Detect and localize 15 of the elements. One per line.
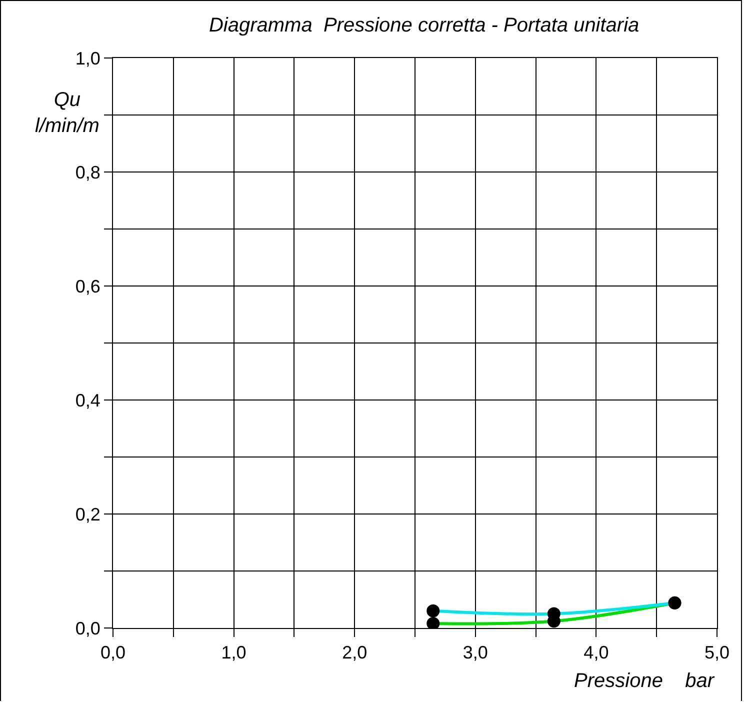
x-tick-label: 0,0 (100, 642, 126, 663)
x-tick-label: 2,0 (342, 642, 368, 663)
y-tick-label: 0,4 (75, 390, 100, 410)
x-tick-label: 1,0 (221, 642, 246, 663)
x-tick-label: 3,0 (462, 642, 488, 663)
y-tick-label: 1,0 (75, 48, 100, 68)
x-tick-label: 5,0 (704, 642, 730, 663)
y-axis-title: Qu l/min/m (35, 89, 100, 137)
x-tick-label: 4,0 (584, 642, 609, 663)
y-tick-label: 0,2 (75, 504, 100, 524)
y-tick-label: 0,0 (75, 618, 100, 638)
chart-title: Diagramma Pressione corretta - Portata unitaria (208, 14, 640, 37)
y-tick-label: 0,6 (75, 276, 100, 296)
y-tick-label: 0,8 (75, 162, 100, 182)
x-axis-title: Pressione bar (574, 670, 716, 692)
